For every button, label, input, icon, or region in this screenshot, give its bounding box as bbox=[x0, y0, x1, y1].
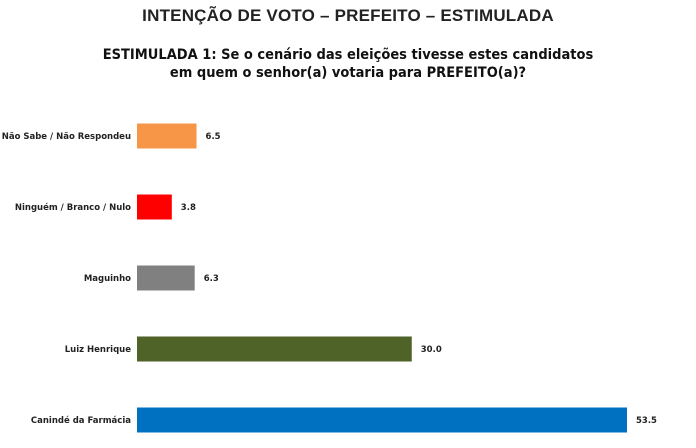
bar-1 bbox=[137, 194, 172, 220]
category-label: Não Sabe / Não Respondeu bbox=[2, 132, 131, 142]
value-label: 3.8 bbox=[181, 203, 196, 213]
bar-2 bbox=[137, 265, 195, 291]
value-label: 6.5 bbox=[206, 132, 221, 142]
chart-title: INTENÇÃO DE VOTO – PREFEITO – ESTIMULADA bbox=[142, 6, 554, 25]
chart-subtitle: ESTIMULADA 1: Se o cenário das eleições … bbox=[102, 47, 594, 81]
bar-3 bbox=[137, 336, 412, 362]
bar-0 bbox=[137, 123, 197, 149]
category-label: Canindé da Farmácia bbox=[31, 415, 131, 426]
category-label: Luiz Henrique bbox=[65, 345, 131, 355]
category-label: Maguinho bbox=[84, 274, 131, 284]
value-label: 53.5 bbox=[636, 416, 657, 426]
category-label: Ninguém / Branco / Nulo bbox=[15, 202, 131, 213]
value-label: 6.3 bbox=[204, 274, 219, 284]
value-label: 30.0 bbox=[421, 345, 442, 355]
bar-4 bbox=[137, 407, 627, 433]
